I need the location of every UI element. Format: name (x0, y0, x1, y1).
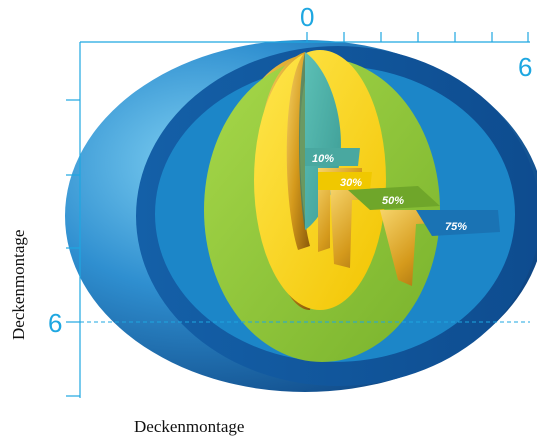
vertical-caption: Deckenmontage (9, 230, 28, 340)
zone-10-shadow (298, 52, 305, 230)
zone-30-label: 30% (340, 177, 362, 189)
zone-75-label: 75% (445, 221, 467, 233)
top-axis-ticks (306, 32, 529, 42)
zone-30-gold-rim (286, 52, 310, 250)
zone-50-plate (348, 186, 440, 210)
zone-50-label: 50% (382, 195, 404, 207)
left-axis-marker-label: 6 (48, 308, 62, 338)
horizontal-caption: Deckenmontage (134, 417, 244, 436)
zone-10-plate (305, 148, 360, 166)
top-axis-origin-label: 0 (300, 2, 314, 32)
step-gold-2 (330, 188, 398, 268)
zone-30-plate (318, 172, 372, 190)
top-axis-end-label: 6 (518, 52, 532, 82)
zone-10-label: 10% (312, 153, 334, 165)
left-axis-ticks (66, 99, 80, 397)
zone-75-plate (416, 210, 500, 236)
step-gold-3 (380, 210, 460, 286)
